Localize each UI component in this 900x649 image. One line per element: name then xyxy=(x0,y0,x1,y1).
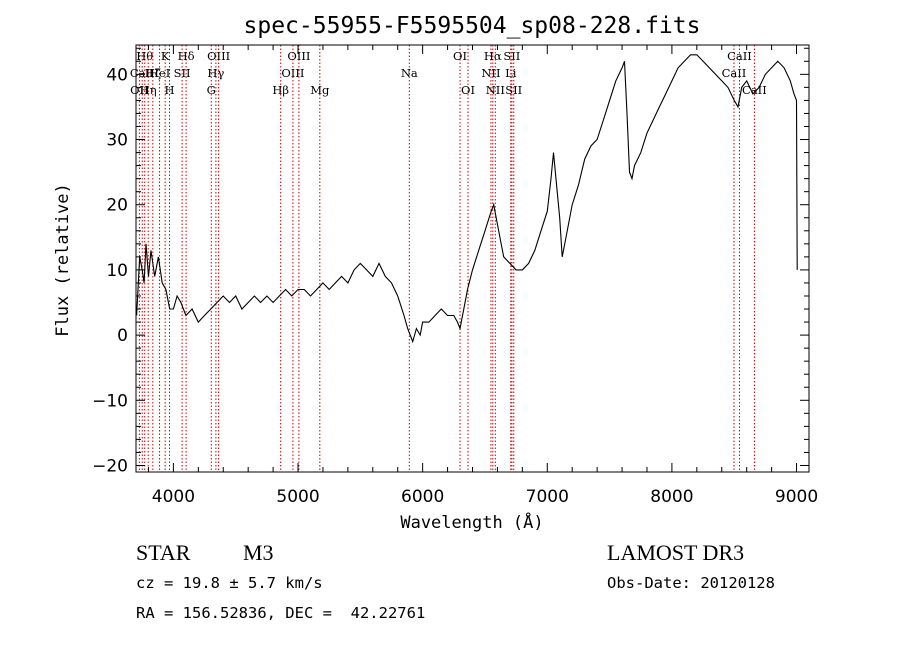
object-class: STAR xyxy=(136,540,191,565)
spectral-line-label: Hγ xyxy=(207,66,224,80)
spectral-line-label: CaII xyxy=(742,83,767,97)
spectral-line-label: H xyxy=(165,83,175,97)
y-tick-label: −10 xyxy=(92,391,128,411)
spectral-line-label: HeI xyxy=(149,66,170,80)
spectral-line-label: OIII xyxy=(207,49,230,63)
y-tick-label: −20 xyxy=(92,456,128,476)
spectral-line-label: Hβ xyxy=(272,83,289,97)
spectral-line-label: CaII xyxy=(727,49,752,63)
survey-name: LAMOST DR3 xyxy=(607,540,745,565)
object-subclass: M3 xyxy=(243,540,274,565)
spectral-line-label: Hη xyxy=(140,83,157,97)
y-tick-label: 40 xyxy=(106,65,128,85)
spectral-line-label: OIII xyxy=(287,49,310,63)
spectral-line-label: SII xyxy=(174,66,191,80)
spectral-line-label: Hδ xyxy=(178,49,195,63)
axis-ticks: 4000 5000 6000 7000 8000 9000 −20 −10 0 10 20 30 40 xyxy=(92,45,818,507)
spectral-line-label: CaII xyxy=(722,66,747,80)
x-axis-label: Wavelength (Å) xyxy=(400,511,543,533)
chart-title: spec-55955-F5595504_sp08-228.fits xyxy=(244,13,701,39)
obs-date: Obs-Date: 20120128 xyxy=(607,574,775,592)
spectral-line-label: Hα xyxy=(484,49,502,63)
spectral-line-label: OI xyxy=(461,83,475,97)
spectral-line-label: SII xyxy=(505,83,522,97)
spectral-line-label: Li xyxy=(505,66,517,80)
x-tick-label: 5000 xyxy=(276,487,319,507)
x-tick-label: 8000 xyxy=(650,487,693,507)
spectral-line-label: Mg xyxy=(310,83,330,97)
spectral-line-label: Hζ xyxy=(145,66,161,80)
spectral-line-label: Hθ xyxy=(136,49,153,63)
redshift-text: cz = 19.8 ± 5.7 km/s xyxy=(136,574,323,592)
spectrum-series-line xyxy=(136,54,798,344)
spectral-line-label: K xyxy=(161,49,170,63)
y-tick-label: 20 xyxy=(106,196,128,216)
spectral-line-label: OI xyxy=(453,49,467,63)
plot-frame xyxy=(135,44,810,473)
y-axis-label: Flux (relative) xyxy=(53,183,73,337)
coordinates-text: RA = 156.52836, DEC = 42.22761 xyxy=(136,604,426,622)
spectral-line-label: NII xyxy=(481,66,500,80)
x-tick-label: 9000 xyxy=(775,487,818,507)
x-tick-label: 4000 xyxy=(152,487,195,507)
spectral-line-label: Na xyxy=(401,66,418,80)
x-tick-label: 7000 xyxy=(526,487,569,507)
y-tick-label: 10 xyxy=(106,261,128,281)
spectral-line-label: OIII xyxy=(281,66,304,80)
x-tick-label: 6000 xyxy=(401,487,444,507)
spectral-line-label: G xyxy=(207,83,216,97)
spectral-line-label: NII xyxy=(486,83,505,97)
y-tick-label: 30 xyxy=(106,131,128,151)
spectral-line-label: SII xyxy=(503,49,520,63)
y-tick-label: 0 xyxy=(117,326,128,346)
spectral-line-label: OII xyxy=(130,83,149,97)
